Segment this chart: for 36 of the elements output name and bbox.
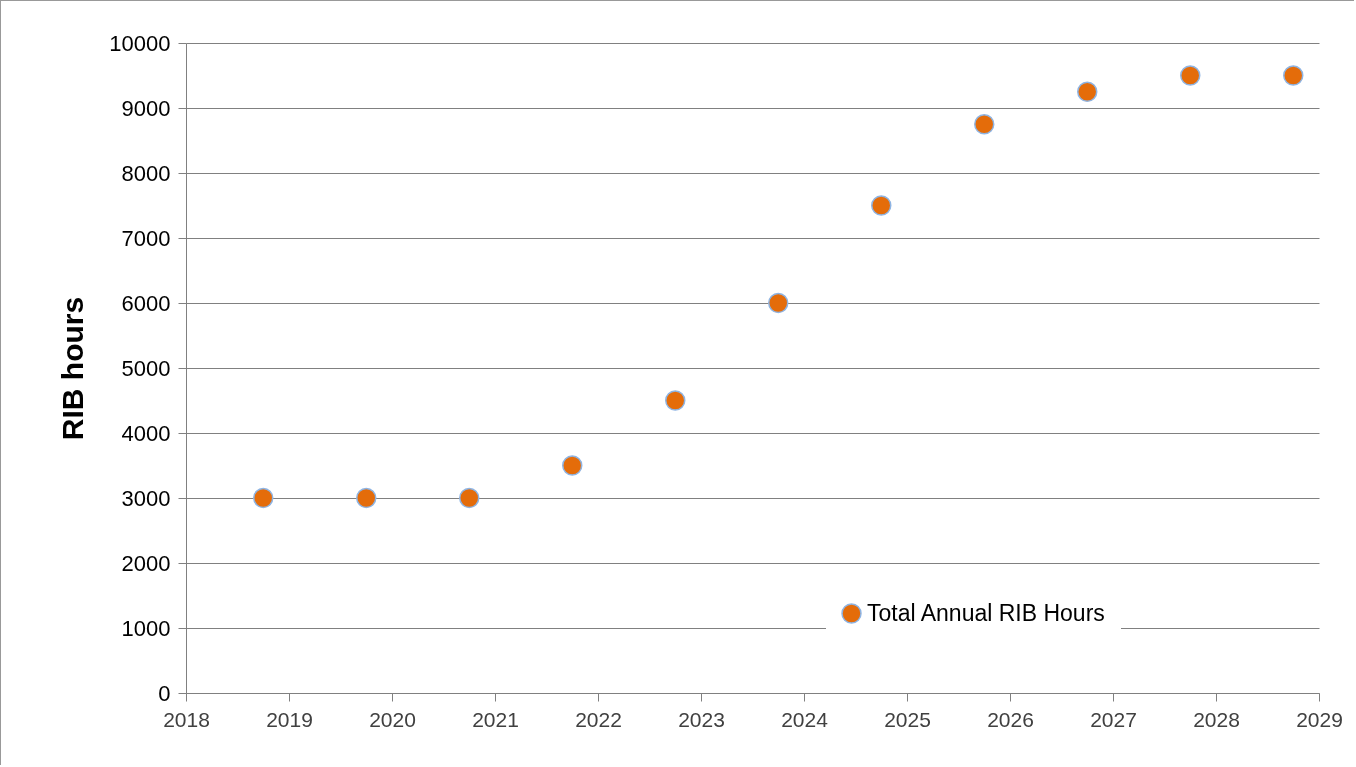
x-tick-label: 2027	[1090, 707, 1137, 731]
x-tick-label: 2020	[369, 707, 416, 731]
point	[1180, 65, 1201, 86]
x-tick-label: 2025	[884, 707, 931, 731]
point	[562, 455, 583, 476]
y-tick-label: 4000	[121, 420, 171, 446]
point	[665, 390, 686, 411]
y-tick-label: 9000	[121, 95, 171, 121]
y-tick-label: 0	[158, 680, 171, 706]
x-tick-label: 2022	[575, 707, 622, 731]
x-tick-label: 2029	[1296, 707, 1343, 731]
x-tick-label: 2028	[1193, 707, 1240, 731]
x-tick-label: 2021	[472, 707, 519, 731]
point	[459, 487, 480, 509]
point	[974, 114, 995, 135]
y-tick-label: 7000	[121, 225, 171, 251]
point	[356, 487, 377, 509]
y-axis-title: RIB hours	[56, 296, 90, 441]
point	[871, 195, 892, 216]
y-tick-label: 2000	[121, 550, 171, 576]
y-tick-label: 10000	[109, 30, 171, 56]
y-tick-label: 3000	[121, 485, 171, 511]
legend-label: Total Annual RIB Hours	[867, 599, 1105, 626]
y-tick-label: 6000	[121, 290, 171, 316]
point	[253, 487, 274, 509]
y-tick-label: 8000	[121, 160, 171, 186]
y-tick-label: 1000	[121, 615, 171, 641]
point	[768, 292, 789, 314]
point	[1283, 65, 1304, 86]
x-tick-label: 2026	[987, 707, 1034, 731]
point	[1077, 81, 1098, 102]
x-tick-label: 2023	[678, 707, 725, 731]
x-tick-label: 2024	[781, 707, 829, 731]
x-tick-label: 2018	[163, 707, 210, 731]
x-tick-label: 2019	[266, 707, 313, 731]
y-tick-label: 5000	[121, 355, 171, 381]
